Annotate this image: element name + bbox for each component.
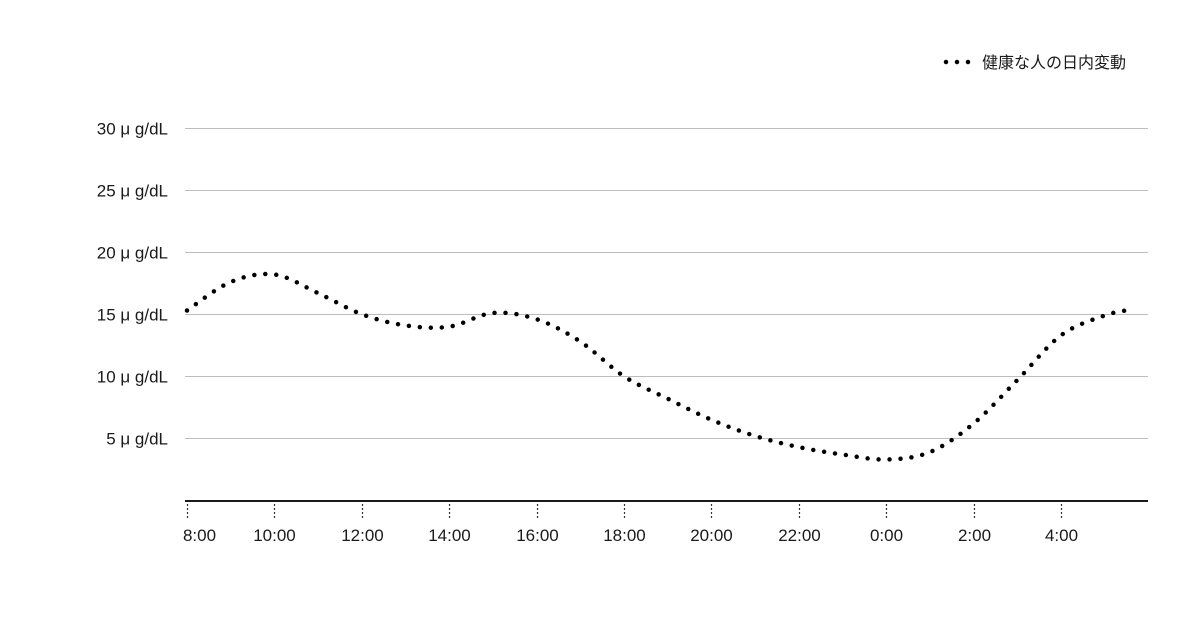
x-tick-label: 4:00	[1045, 526, 1078, 545]
x-tick-label: 2:00	[958, 526, 991, 545]
y-axis-tick-labels: 5 μ g/dL 10 μ g/dL 15 μ g/dL 20 μ g/dL 25 μ …	[97, 120, 168, 449]
y-tick-label: 30 μ g/dL	[97, 120, 168, 139]
series-line-0	[184, 271, 1137, 462]
y-tick-label: 5 μ g/dL	[106, 430, 168, 449]
y-tick-label: 15 μ g/dL	[97, 306, 168, 325]
x-tick-label: 10:00	[253, 526, 296, 545]
legend-label: 健康な人の日内変動	[982, 53, 1126, 72]
x-tick-label: 22:00	[778, 526, 821, 545]
x-tick-label: 12:00	[341, 526, 384, 545]
gridlines	[185, 128, 1148, 439]
series-layer	[184, 271, 1137, 462]
x-tick-label: 16:00	[516, 526, 559, 545]
x-tick-label: 20:00	[690, 526, 733, 545]
x-axis: 8:00 10:00 12:00 14:00 16:00 18:00 20:00 22:00 0…	[183, 500, 1148, 545]
y-tick-label: 20 μ g/dL	[97, 244, 168, 263]
y-tick-label: 10 μ g/dL	[97, 368, 168, 387]
x-tick-label: 8:00	[183, 526, 216, 545]
x-tick-label: 18:00	[603, 526, 646, 545]
x-tick-label: 0:00	[870, 526, 903, 545]
legend: 健康な人の日内変動	[943, 53, 1126, 72]
y-tick-label: 25 μ g/dL	[97, 182, 168, 201]
x-tick-label: 14:00	[428, 526, 471, 545]
